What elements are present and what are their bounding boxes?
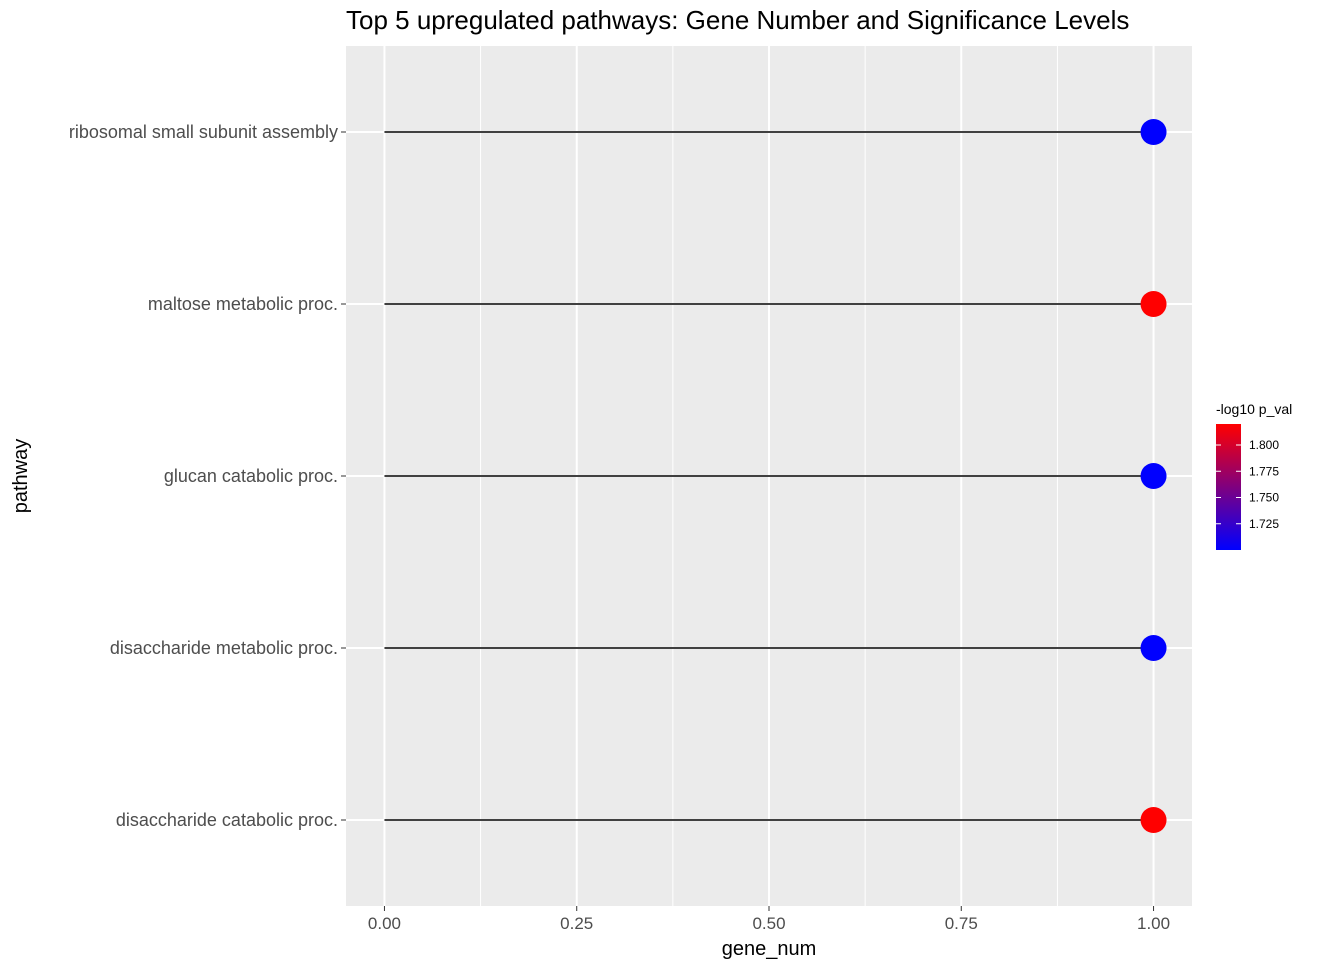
lollipop-stems [384, 131, 1154, 821]
x-tick-label: 0.75 [945, 914, 978, 933]
y-tick-label: ribosomal small subunit assembly [69, 122, 338, 142]
y-axis: ribosomal small subunit assembly maltose … [69, 122, 346, 830]
y-axis-label: pathway [10, 439, 32, 514]
lollipop-point [1140, 463, 1167, 489]
y-tick-label: glucan catabolic proc. [164, 466, 338, 486]
x-tick-label: 0.25 [560, 914, 593, 933]
legend-tick-label: 1.750 [1249, 491, 1279, 505]
color-legend: -log10 p_val 1.800 1.775 1.750 1.725 [1216, 401, 1292, 550]
legend-title: -log10 p_val [1216, 401, 1292, 417]
chart-title: Top 5 upregulated pathways: Gene Number … [346, 5, 1129, 35]
x-axis: 0.00 0.25 0.50 0.75 1.00 [368, 906, 1170, 933]
y-tick-label: maltose metabolic proc. [148, 294, 338, 314]
x-tick-label: 0.50 [752, 914, 785, 933]
lollipop-point [1140, 807, 1167, 833]
legend-tick-label: 1.800 [1249, 438, 1279, 452]
lollipop-point [1140, 291, 1167, 317]
x-tick-label: 0.00 [368, 914, 401, 933]
lollipop-points [1140, 119, 1167, 833]
lollipop-point [1140, 635, 1167, 661]
x-tick-label: 1.00 [1137, 914, 1170, 933]
lollipop-point [1140, 119, 1167, 145]
y-tick-label: disaccharide metabolic proc. [110, 638, 338, 658]
legend-tick-label: 1.725 [1249, 517, 1279, 531]
y-tick-label: disaccharide catabolic proc. [116, 810, 338, 830]
legend-colorbar [1216, 424, 1241, 550]
legend-tick-label: 1.775 [1249, 464, 1279, 478]
x-axis-label: gene_num [722, 938, 817, 960]
legend-ticks: 1.800 1.775 1.750 1.725 [1216, 438, 1279, 531]
